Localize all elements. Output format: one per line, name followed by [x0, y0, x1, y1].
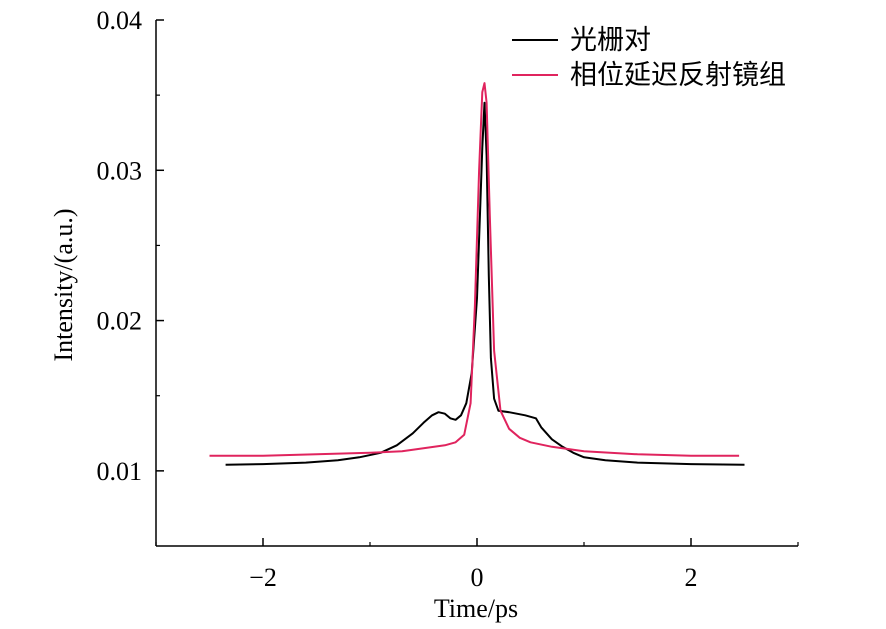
y-axis-label: Intensity/(a.u.): [49, 208, 78, 361]
legend-label: 相位延迟反射镜组: [570, 60, 786, 91]
y-tick-label: 0.02: [97, 307, 143, 336]
plot-area: [209, 82, 745, 466]
x-tick-label: 0: [471, 563, 484, 592]
y-tick-label: 0.01: [97, 457, 143, 486]
x-tick-label: 2: [685, 563, 698, 592]
y-tick-label: 0.04: [97, 6, 143, 35]
x-axis-label: Time/ps: [434, 594, 518, 623]
y-tick-label: 0.03: [97, 156, 143, 185]
axes: 0.01 0.02 0.03 0.04 −2 0 2: [97, 6, 799, 592]
x-tick-label: −2: [249, 563, 277, 592]
series-line-1: [225, 101, 745, 466]
series-line-2: [209, 82, 740, 457]
legend-label: 光栅对: [570, 25, 651, 56]
